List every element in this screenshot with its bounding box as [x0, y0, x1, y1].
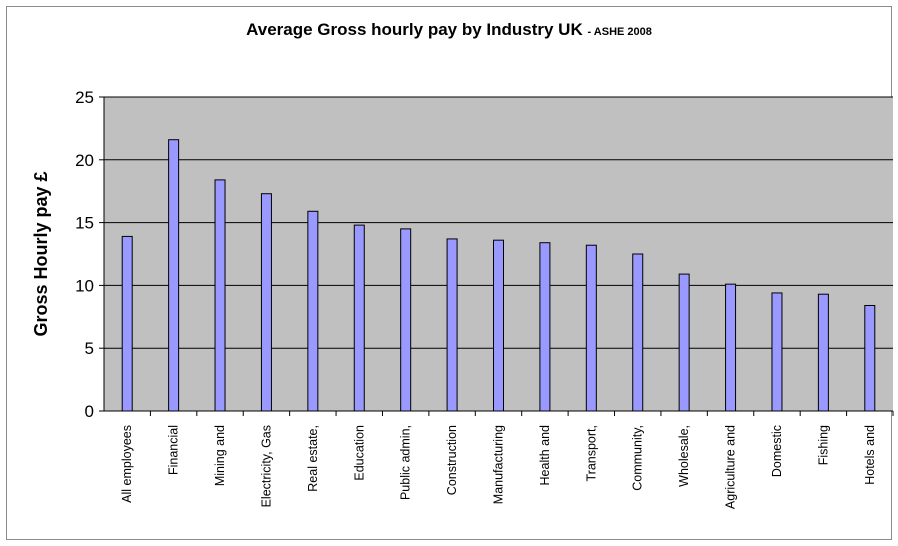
x-tick-label: Wholesale, [677, 425, 691, 487]
bar [632, 253, 644, 412]
bar [400, 228, 412, 412]
x-tick-label: Manufacturing [492, 425, 506, 504]
y-tick-label: 10 [75, 276, 94, 295]
x-tick-label: Health and [538, 425, 552, 486]
bar [678, 273, 690, 412]
bar [121, 235, 133, 412]
y-tick-label: 15 [75, 214, 94, 233]
y-axis-label: Gross Hourly pay £ [31, 171, 51, 336]
x-axis-ticks: All employees Financial Mining and Electric… [120, 411, 894, 509]
chart-title: Average Gross hourly pay by Industry UK [246, 20, 583, 39]
x-tick-label: Real estate, [306, 425, 320, 492]
x-tick-label: Education [352, 425, 366, 481]
bar [864, 304, 876, 412]
x-tick-label: Electricity, Gas [259, 425, 273, 507]
x-tick-label: Public admin, [399, 425, 413, 500]
bar [585, 244, 597, 412]
chart-title-block: Average Gross hourly pay by Industry UK … [0, 20, 898, 40]
x-tick-label: Community, [631, 425, 645, 491]
x-tick-label: All employees [120, 425, 134, 503]
x-tick-label: Transport, [584, 425, 598, 482]
bar [771, 292, 783, 412]
bar [539, 242, 551, 412]
x-tick-label: Hotels and [863, 425, 877, 485]
bar [817, 293, 829, 412]
y-tick-label: 20 [75, 151, 94, 170]
x-tick-label: Construction [445, 425, 459, 495]
y-tick-label: 25 [75, 88, 94, 107]
y-tick-label: 5 [85, 339, 94, 358]
x-tick-label: Fishing [816, 425, 830, 465]
y-tick-label: 0 [85, 402, 94, 421]
bar [214, 179, 226, 412]
y-axis-ticks: 0 5 10 15 20 25 [75, 88, 104, 421]
bar [493, 239, 504, 412]
chart-subtitle: - ASHE 2008 [587, 26, 652, 38]
bar [725, 283, 737, 412]
x-tick-label: Domestic [770, 425, 784, 477]
bar [168, 139, 180, 412]
bar [353, 224, 365, 412]
bar [307, 210, 319, 412]
bar [260, 193, 272, 412]
x-tick-label: Financial [167, 425, 181, 475]
x-tick-label: Mining and [213, 425, 227, 486]
x-tick-label: Agriculture and [724, 425, 738, 509]
bar [446, 238, 458, 412]
